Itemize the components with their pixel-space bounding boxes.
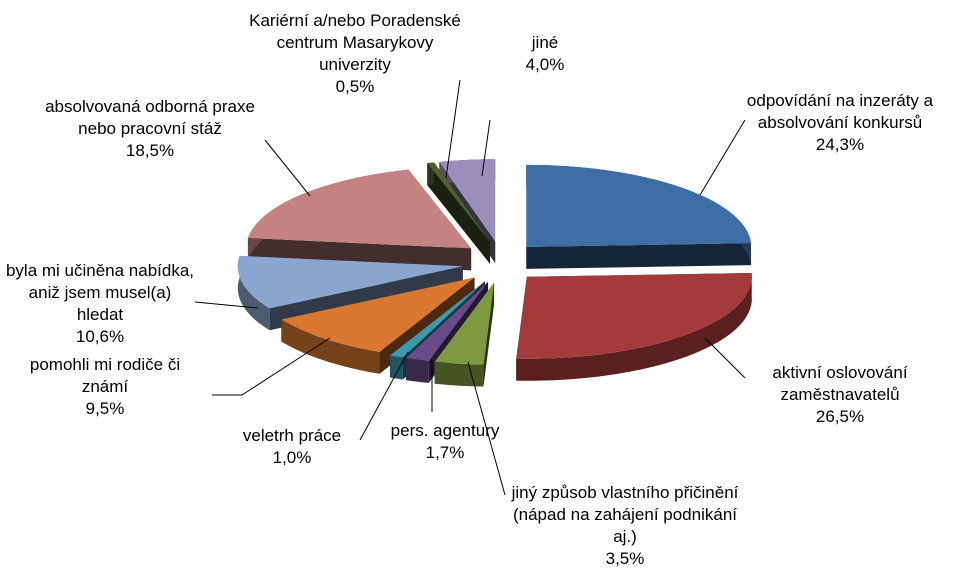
leader-line: [194, 301, 259, 309]
slice-label: odpovídání na inzeráty a absolvování kon…: [715, 90, 956, 156]
slice-side: [389, 355, 403, 380]
slice-label: aktivní oslovování zaměstnavatelů 26,5%: [755, 362, 925, 428]
value-label: 1,0%: [272, 448, 312, 467]
category-label: absolvovaná odborná praxe nebo pracovní …: [45, 97, 255, 138]
slice-label: veletrh práce 1,0%: [217, 425, 367, 469]
slice-top: [434, 282, 495, 365]
value-label: 26,5%: [815, 407, 865, 426]
slice-cut: [483, 282, 495, 387]
value-label: 4,0%: [525, 55, 565, 74]
category-label: aktivní oslovování zaměstnavatelů: [772, 363, 908, 404]
slice-top: [281, 277, 475, 352]
category-label: jiné: [531, 33, 559, 52]
slice-cut: [526, 243, 752, 269]
leader-line: [481, 119, 491, 177]
value-label: 1,7%: [425, 443, 465, 462]
slice-label: pomohli mi rodiče či známí 9,5%: [5, 354, 205, 420]
slice-side: [237, 255, 270, 331]
slice-top: [427, 162, 490, 242]
slice-top: [526, 164, 752, 247]
slice-side: [281, 319, 380, 374]
slice-label: Kariérní a/nebo Poradenské centrum Masar…: [240, 10, 470, 98]
slice-top: [516, 273, 752, 359]
slice-side: [516, 273, 752, 381]
slice-label: jiný způsob vlastního přičinění (nápad n…: [500, 482, 750, 569]
value-label: 9,5%: [85, 399, 125, 418]
category-label: byla mi učiněna nabídka, aniž jsem musel…: [5, 261, 195, 324]
leader-line: [467, 361, 506, 496]
slice: [516, 273, 752, 381]
slice-top: [405, 281, 489, 361]
value-label: 0,5%: [335, 77, 375, 96]
leader-line: [359, 351, 409, 441]
slice: [427, 162, 490, 264]
leader-line: [445, 79, 461, 179]
leader-line: [704, 337, 746, 379]
value-label: 18,5%: [125, 141, 175, 160]
slice-side: [405, 358, 429, 383]
slice-side: [434, 361, 484, 387]
leader-line: [264, 139, 311, 197]
slice-top: [389, 281, 486, 358]
value-label: 24,3%: [815, 135, 865, 154]
slice-label: pers. agentury 1,7%: [365, 420, 525, 464]
slice-top: [439, 159, 496, 242]
category-label: odpovídání na inzeráty a absolvování kon…: [746, 91, 934, 132]
slice: [526, 164, 752, 269]
value-label: 10,6%: [75, 327, 125, 346]
slice: [434, 282, 495, 387]
category-label: veletrh práce: [242, 426, 342, 445]
leader-line: [212, 337, 331, 396]
slice-top: [237, 255, 463, 309]
category-label: pers. agentury: [390, 421, 500, 440]
slice-label: byla mi učiněna nabídka, aniž jsem musel…: [5, 260, 195, 348]
value-label: 3,5%: [605, 549, 645, 568]
category-label: Kariérní a/nebo Poradenské centrum Masar…: [249, 11, 461, 74]
slice-label: absolvovaná odborná praxe nebo pracovní …: [35, 96, 265, 162]
category-label: jiný způsob vlastního přičinění (nápad n…: [511, 483, 739, 546]
slice-label: jiné 4,0%: [515, 32, 575, 76]
leader-line: [699, 119, 746, 196]
slice-top: [247, 169, 472, 249]
category-label: pomohli mi rodiče či známí: [29, 355, 181, 396]
